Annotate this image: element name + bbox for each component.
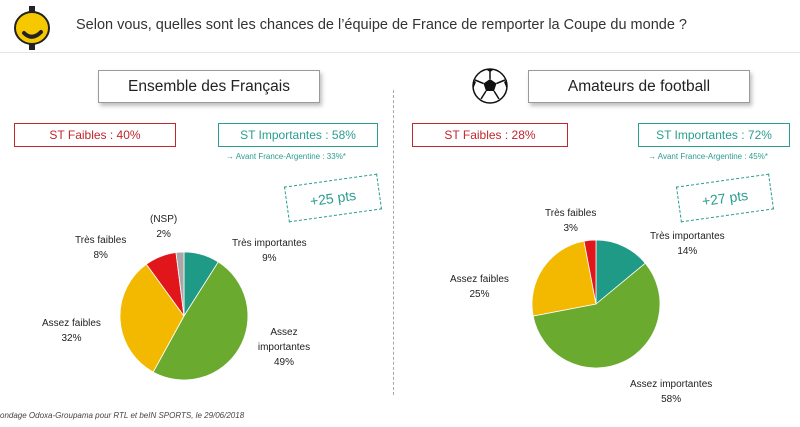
panel-title-ensemble: Ensemble des Français (98, 70, 320, 103)
source-note: ondage Odoxa-Groupama pour RTL et beIN S… (0, 411, 245, 420)
label-assez-faibles-amateurs: Assez faibles 25% (450, 274, 509, 300)
pie-slice-assez-importantes (532, 262, 661, 369)
pie-slice-assez-faibles (531, 240, 597, 317)
panel-title-amateurs: Amateurs de football (528, 70, 750, 103)
label-tres-faibles-ensemble: Très faibles 8% (75, 235, 127, 261)
delta-badge-ensemble: +25 pts (283, 173, 383, 223)
label-tres-importantes-ensemble: Très importantes 9% (232, 238, 307, 264)
before-match-note-ensemble: → Avant France-Argentine : 33%* (226, 152, 346, 161)
pie-slice-nsp (175, 251, 185, 317)
pie-slice-assez-importantes (152, 261, 249, 381)
delta-badge-amateurs: +27 pts (675, 173, 775, 223)
pie-chart-ensemble (119, 251, 249, 381)
pie-slice-assez-faibles (119, 263, 185, 373)
before-match-note-amateurs: → Avant France-Argentine : 45%* (648, 152, 768, 161)
football-icon (472, 68, 508, 104)
pie-chart-amateurs (531, 239, 661, 369)
label-assez-importantes-ensemble: Assez importantes 49% (257, 327, 311, 368)
label-assez-faibles-ensemble: Assez faibles 32% (42, 318, 101, 344)
panel-divider (393, 90, 394, 395)
st-faibles-badge-ensemble: ST Faibles : 40% (14, 123, 176, 147)
st-importantes-badge-amateurs: ST Importantes : 72% (638, 123, 790, 147)
header-divider (0, 52, 800, 53)
pie-slice-tres-faibles (583, 239, 597, 305)
label-assez-importantes-amateurs: Assez importantes 58% (630, 379, 713, 405)
question-title: Selon vous, quelles sont les chances de … (76, 17, 687, 33)
label-tres-faibles-amateurs: Très faibles 3% (545, 208, 597, 234)
st-importantes-badge-ensemble: ST Importantes : 58% (218, 123, 378, 147)
label-tres-importantes-amateurs: Très importantes 14% (650, 231, 725, 257)
st-faibles-badge-amateurs: ST Faibles : 28% (412, 123, 568, 147)
logo-icon (14, 6, 50, 50)
label-nsp-ensemble: (NSP) 2% (150, 214, 178, 240)
pie-slice-tres-importantes (595, 239, 646, 305)
